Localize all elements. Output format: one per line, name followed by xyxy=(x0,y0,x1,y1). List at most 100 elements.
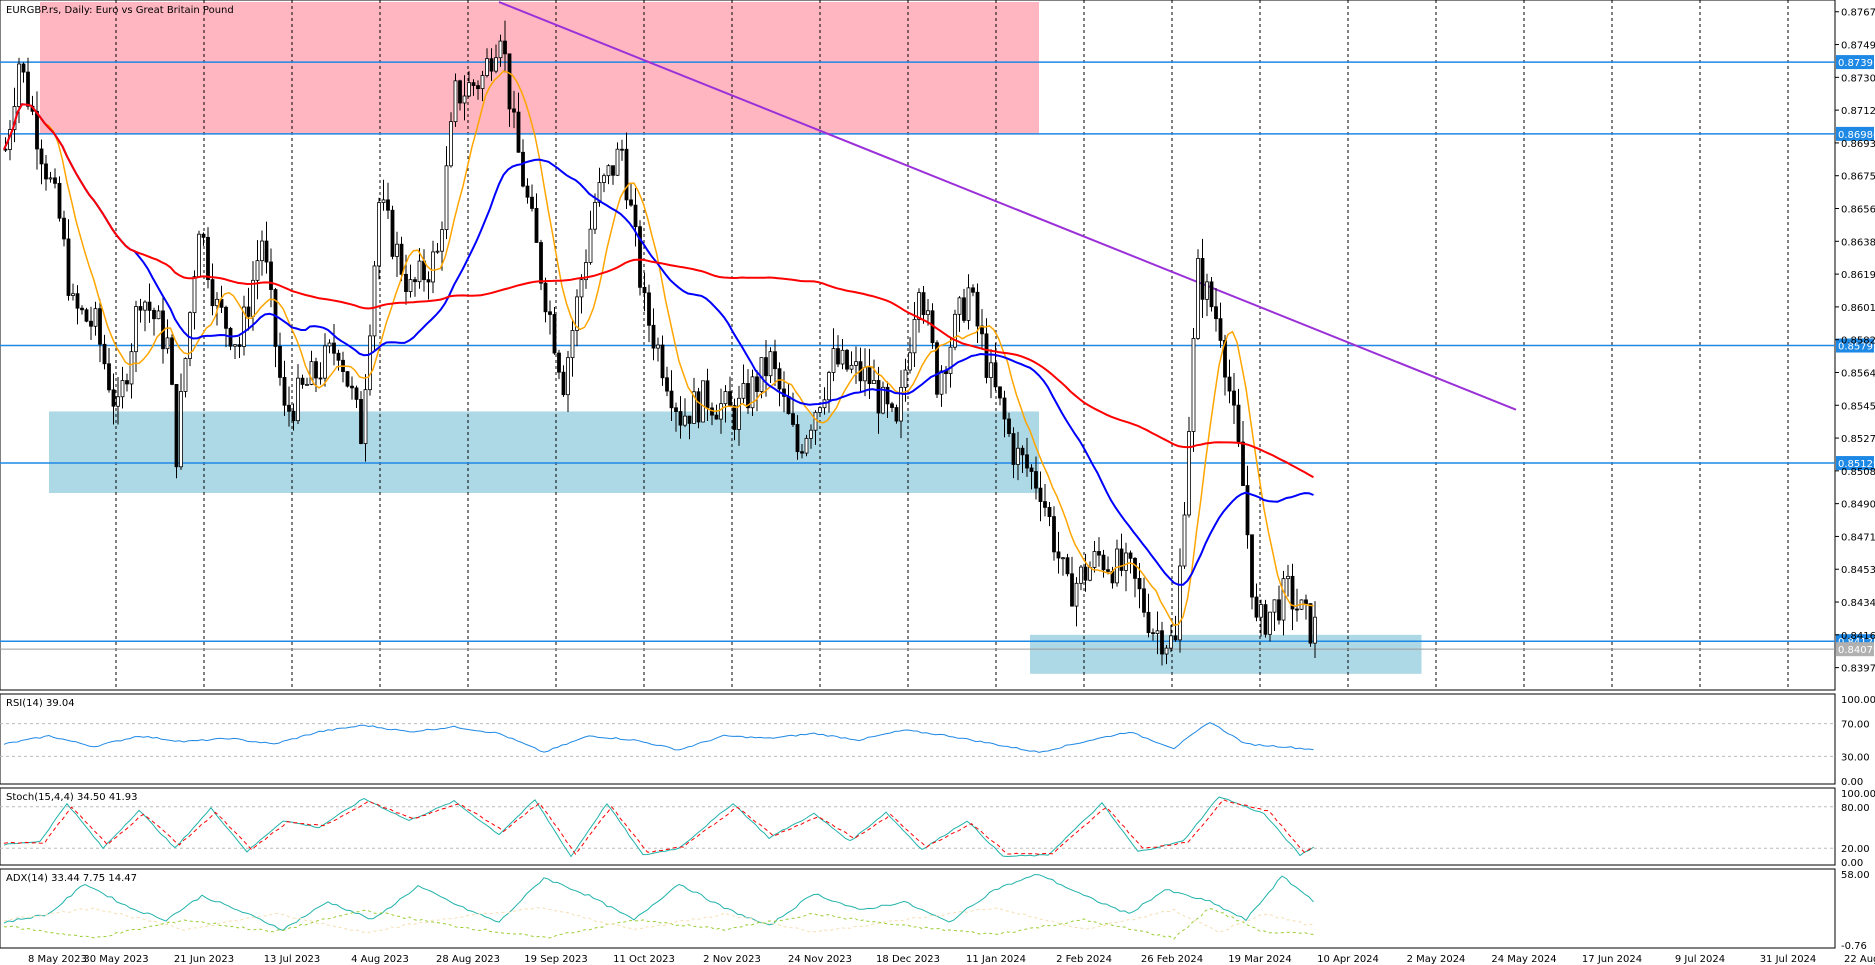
candle-body xyxy=(921,292,926,316)
candle-body xyxy=(764,357,768,377)
candle-body xyxy=(246,306,251,317)
candle-body xyxy=(102,343,107,365)
candle-body xyxy=(3,148,8,151)
candle-body xyxy=(363,389,368,444)
candle-body xyxy=(309,361,314,385)
candle-body xyxy=(539,242,543,284)
current-price-tag xyxy=(1836,642,1874,657)
adx-title: ADX(14) 33.44 7.75 14.47 xyxy=(6,873,137,884)
candle-body xyxy=(305,383,309,386)
candle-body xyxy=(692,391,696,424)
symbol-title: EURGBP.rs, Daily: Euro vs Great Britain … xyxy=(6,5,234,16)
candle-body xyxy=(1290,575,1295,610)
candle-body xyxy=(831,348,836,373)
candle-body xyxy=(597,182,602,203)
candle-body xyxy=(300,377,305,385)
level-price-tag xyxy=(1836,456,1874,471)
indicator-tick-label: 80.00 xyxy=(1841,803,1870,814)
candle-body xyxy=(894,407,899,422)
candle-body xyxy=(1200,258,1205,300)
rsi-series-1[interactable] xyxy=(3,722,1314,753)
candle-body xyxy=(71,293,75,296)
stoch-series-1[interactable] xyxy=(3,796,1314,858)
candle-body xyxy=(156,310,161,320)
candle-body xyxy=(120,380,125,398)
candle-body xyxy=(1241,441,1245,486)
candle-body xyxy=(890,403,894,408)
time-label: 10 Apr 2024 xyxy=(1317,954,1379,965)
time-label: 2 May 2024 xyxy=(1407,954,1466,965)
candle-body xyxy=(530,196,534,209)
candle-body xyxy=(1313,616,1317,644)
candle-body xyxy=(1182,514,1187,567)
candle-body xyxy=(62,217,66,240)
candle-body xyxy=(134,306,138,353)
candle-body xyxy=(44,163,48,180)
time-label: 11 Oct 2023 xyxy=(613,954,675,965)
candle-body xyxy=(957,297,962,315)
adx-series-2[interactable] xyxy=(3,908,1314,940)
candle-body xyxy=(615,148,620,176)
level-price-tag xyxy=(1836,126,1874,141)
candle-body xyxy=(39,148,44,165)
candle-body xyxy=(1142,588,1146,613)
ma-mid-line[interactable] xyxy=(3,103,1314,586)
level-price-tag xyxy=(1836,338,1874,353)
candle-body xyxy=(1056,551,1061,559)
candle-body xyxy=(1205,281,1209,300)
indicator-tick-label: 20.00 xyxy=(1841,844,1870,855)
candle-body xyxy=(264,240,269,263)
downtrend-line[interactable] xyxy=(498,1,1517,411)
candle-body xyxy=(755,376,759,392)
time-label: 28 Aug 2023 xyxy=(436,954,500,965)
candle-body xyxy=(728,391,732,406)
candle-body xyxy=(620,148,624,151)
candle-body xyxy=(813,411,818,431)
time-label: 30 May 2023 xyxy=(83,954,148,965)
candle-body xyxy=(795,424,800,453)
candle-body xyxy=(962,297,966,321)
candle-body xyxy=(98,308,102,345)
candle-body xyxy=(998,386,1002,399)
rsi-pane[interactable]: RSI(14) 39.04 xyxy=(0,693,1836,785)
candle-body xyxy=(458,80,462,104)
stochastic-pane[interactable]: Stoch(15,4,4) 34.50 41.93 xyxy=(0,787,1836,866)
candle-body xyxy=(651,324,656,349)
candle-body xyxy=(323,345,327,379)
candle-body xyxy=(656,344,660,349)
candle-body xyxy=(359,399,363,444)
candle-body xyxy=(687,415,692,424)
candle-body xyxy=(989,362,993,378)
candle-body xyxy=(386,199,390,211)
indicator-tick-label: 30.00 xyxy=(1841,752,1870,763)
candle-body xyxy=(399,243,404,275)
candle-body xyxy=(872,380,876,384)
candle-body xyxy=(786,395,791,415)
candle-body xyxy=(1232,390,1236,406)
candle-body xyxy=(543,282,548,313)
candle-body xyxy=(827,372,831,401)
stoch-series-2[interactable] xyxy=(3,799,1314,856)
candle-body xyxy=(750,376,755,409)
candle-body xyxy=(777,368,782,390)
candle-body xyxy=(111,389,116,407)
candle-body xyxy=(633,204,638,228)
time-label: 21 Jun 2023 xyxy=(174,954,234,965)
adx-series-3[interactable] xyxy=(3,907,1314,934)
candle-body xyxy=(1268,611,1272,635)
candle-body xyxy=(593,202,597,230)
candle-body xyxy=(1115,548,1119,584)
candle-body xyxy=(1259,604,1263,618)
adx-series-1[interactable] xyxy=(3,874,1314,931)
indicator-tick-label: 0.00 xyxy=(1841,858,1863,869)
candle-body xyxy=(665,377,669,392)
candle-body xyxy=(971,287,975,293)
ma-slow-line[interactable] xyxy=(3,103,1314,479)
candle-body xyxy=(215,298,219,307)
